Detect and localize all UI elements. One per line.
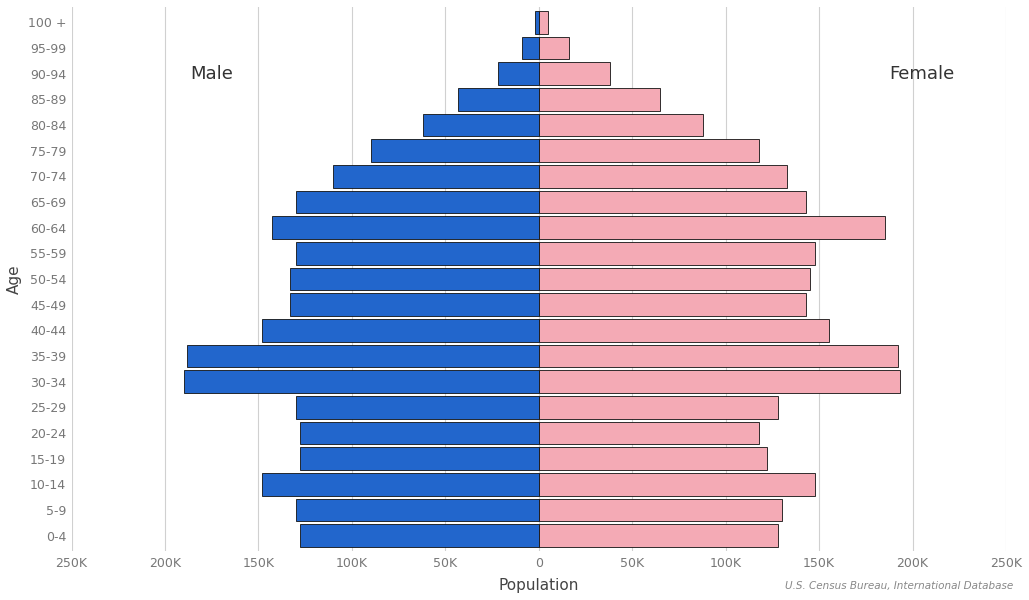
- Bar: [539, 370, 899, 393]
- Bar: [290, 268, 539, 290]
- Bar: [290, 293, 539, 316]
- Bar: [295, 242, 539, 265]
- Bar: [539, 319, 828, 341]
- Bar: [539, 293, 806, 316]
- Text: U.S. Census Bureau, International Database: U.S. Census Bureau, International Databa…: [785, 581, 1014, 591]
- Bar: [539, 448, 767, 470]
- Bar: [539, 499, 782, 521]
- Bar: [295, 396, 539, 419]
- Bar: [272, 217, 539, 239]
- Bar: [539, 473, 815, 496]
- Text: Female: Female: [889, 65, 955, 83]
- Bar: [539, 345, 897, 367]
- Bar: [539, 396, 778, 419]
- Bar: [535, 11, 539, 34]
- Bar: [498, 62, 539, 85]
- Bar: [539, 11, 548, 34]
- Bar: [539, 422, 759, 445]
- Bar: [539, 88, 661, 110]
- Bar: [423, 114, 539, 136]
- Bar: [539, 268, 810, 290]
- Bar: [295, 191, 539, 214]
- X-axis label: Population: Population: [499, 578, 579, 593]
- Bar: [262, 319, 539, 341]
- Bar: [299, 422, 539, 445]
- Bar: [184, 370, 539, 393]
- Bar: [187, 345, 539, 367]
- Bar: [333, 165, 539, 188]
- Bar: [539, 191, 806, 214]
- Bar: [539, 139, 759, 162]
- Bar: [539, 165, 787, 188]
- Bar: [539, 217, 885, 239]
- Bar: [370, 139, 539, 162]
- Bar: [539, 242, 815, 265]
- Y-axis label: Age: Age: [7, 264, 22, 294]
- Bar: [522, 37, 539, 59]
- Bar: [295, 499, 539, 521]
- Bar: [539, 62, 610, 85]
- Bar: [539, 114, 703, 136]
- Bar: [299, 524, 539, 547]
- Bar: [539, 524, 778, 547]
- Bar: [539, 37, 569, 59]
- Bar: [262, 473, 539, 496]
- Text: Male: Male: [190, 65, 234, 83]
- Bar: [299, 448, 539, 470]
- Bar: [459, 88, 539, 110]
